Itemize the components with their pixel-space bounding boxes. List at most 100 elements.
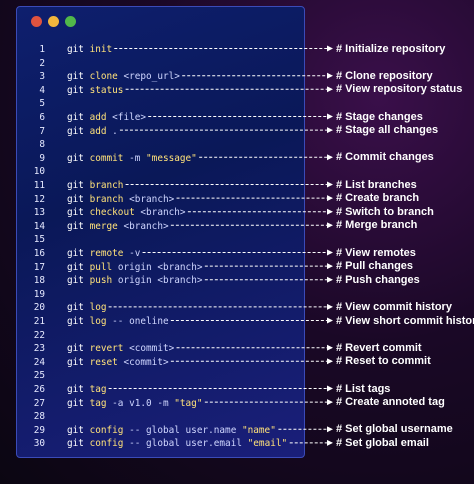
command-text: git reset <commit> [67,356,169,369]
line-number: 28 [33,411,45,423]
command-text: git branch <branch> [67,193,174,206]
git-subcommand: log [83,316,107,327]
command-args: <commit> [117,356,169,368]
command-text: git tag -a v1.0 -m "tag" [67,397,202,410]
command-description: # View remotes [336,246,416,259]
command-args: <repo_url> [117,71,180,83]
git-subcommand: merge [83,220,118,232]
command-text: git clone <repo_url> [67,70,180,83]
command-description: # Pull changes [336,260,414,273]
git-subcommand: reset [83,356,118,368]
code-editor: 1 git init 2 3 git clone <repo_url> 4 git stat… [17,7,306,459]
git-keyword: git [67,316,84,327]
line-number: 12 [33,193,45,205]
git-keyword: git [67,384,84,395]
git-keyword: git [67,397,84,409]
git-keyword: git [67,125,84,137]
line-number: 2 [39,57,45,69]
line-number: 6 [39,112,45,123]
minimize-dot[interactable] [48,16,59,27]
string-literal: "tag" [174,397,203,409]
command-args: -- global user.email [123,438,248,450]
command-args: <file> [106,112,147,123]
command-text: git status [67,84,123,97]
git-subcommand: init [83,44,113,55]
command-text: git add . [67,125,118,138]
command-text: git merge <branch> [67,220,169,233]
line-number: 5 [39,98,45,110]
line-number: 11 [33,180,45,191]
command-description: # Push changes [336,273,420,286]
command-args: <branch> [123,193,175,205]
git-keyword: git [67,261,84,273]
command-text: git log [67,301,107,314]
close-dot[interactable] [31,16,42,27]
command-description: # View commit history [336,300,452,313]
git-subcommand: clone [83,71,118,83]
git-keyword: git [67,193,84,205]
line-number: 20 [33,302,45,314]
git-subcommand: branch [83,193,124,205]
git-keyword: git [67,207,84,219]
line-number: 22 [33,329,45,341]
git-keyword: git [67,356,84,368]
git-subcommand: status [83,84,124,96]
command-text: git remote -v [67,247,140,260]
line-number: 13 [33,207,45,219]
command-args: <branch> [134,207,186,219]
line-number: 7 [39,125,45,137]
command-text: git init [67,43,112,56]
git-keyword: git [67,438,84,450]
line-number: 4 [39,84,45,96]
command-text: git commit -m "message" [67,152,197,165]
line-number: 23 [33,343,45,355]
command-description: # Initialize repository [336,42,446,55]
git-subcommand: tag [83,397,107,409]
git-keyword: git [67,44,84,55]
command-args: -- oneline [106,316,169,327]
git-keyword: git [67,71,84,83]
command-description: # List branches [336,178,417,191]
line-number: 27 [33,397,45,409]
line-number: 19 [33,288,45,300]
command-text: git push origin <branch> [67,274,202,287]
git-keyword: git [67,302,84,314]
line-number: 14 [33,220,45,232]
command-args: -- global user.name [123,424,242,436]
command-description: # Stage all changes [336,124,439,137]
line-number: 15 [33,234,45,246]
git-subcommand: checkout [83,207,135,219]
command-args: -v [123,248,141,259]
git-subcommand: config [83,424,124,436]
git-subcommand: tag [83,384,107,395]
git-keyword: git [67,220,84,232]
command-args: <commit> [123,343,175,355]
line-number: 26 [33,384,45,395]
command-text: git branch [67,179,123,192]
maximize-dot[interactable] [65,16,76,27]
command-args: origin <branch> [112,261,203,273]
line-number: 25 [33,370,45,382]
command-description: # Merge branch [336,219,418,232]
command-args: origin <branch> [112,275,203,287]
git-keyword: git [67,180,84,191]
string-literal: "email" [247,438,288,450]
line-number: 10 [33,166,45,178]
git-keyword: git [67,343,84,355]
command-description: # Revert commit [336,341,422,354]
command-description: # Switch to branch [336,205,434,218]
command-description: # View short commit history [336,314,474,327]
command-description: # Set global email [336,436,429,449]
git-keyword: git [67,112,84,123]
window-controls [31,16,76,27]
git-keyword: git [67,424,84,436]
command-text: git log -- oneline [67,315,169,328]
command-args: -a v1.0 -m [106,397,175,409]
command-description: # Commit changes [336,151,434,164]
command-description: # Set global username [336,423,453,436]
command-args: . [106,125,118,137]
command-text: git revert <commit> [67,342,174,355]
code-window: 1 git init 2 3 git clone <repo_url> 4 git stat… [16,6,305,458]
command-description: # View repository status [336,83,463,96]
command-description: # Stage changes [336,110,423,123]
